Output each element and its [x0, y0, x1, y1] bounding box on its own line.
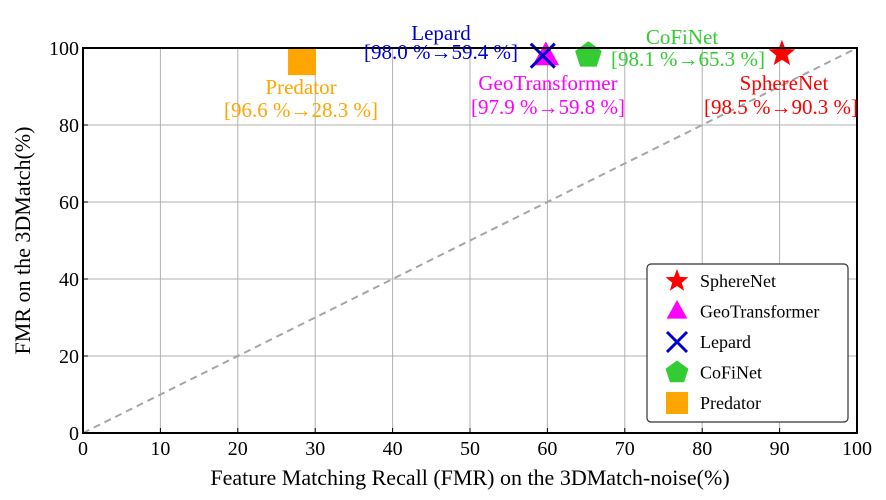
x-axis-label: Feature Matching Recall (FMR) on the 3DM… — [210, 465, 729, 490]
annotation-values-predator: [96.6 %→28.3 %] — [224, 98, 378, 122]
annotation-name-cofinet: CoFiNet — [646, 25, 719, 49]
x-tick-label: 10 — [150, 438, 170, 460]
y-tick-label: 100 — [49, 38, 79, 60]
y-tick-label: 20 — [59, 346, 79, 368]
legend-label-geotransformer: GeoTransformer — [700, 302, 819, 322]
legend-label-spherenet: SphereNet — [700, 271, 776, 291]
y-tick-label: 40 — [59, 269, 79, 291]
legend-label-cofinet: CoFiNet — [700, 363, 762, 383]
diagonal-reference-line — [82, 47, 858, 434]
x-tick-label: 30 — [305, 438, 325, 460]
legend-marker-cofinet — [665, 360, 689, 383]
x-tick-label: 60 — [537, 438, 557, 460]
x-tick-label: 40 — [383, 438, 403, 460]
annotations: SphereNet[98.5 %→90.3 %]GeoTransformer[9… — [224, 21, 858, 122]
legend-marker-predator — [666, 392, 688, 414]
annotation-values-lepard: [98.0 %→59.4 %] — [364, 40, 518, 64]
annotation-values-geotransformer: [97.9 %→59.8 %] — [471, 95, 625, 119]
x-tick-label: 90 — [770, 438, 790, 460]
legend: SphereNet GeoTransformer Lepard CoFiNet Pred… — [646, 263, 849, 423]
point-predator — [288, 47, 317, 76]
x-tick-label: 50 — [460, 438, 480, 460]
x-tick-label: 100 — [842, 438, 872, 460]
legend-marker-lepard — [665, 330, 689, 354]
legend-box — [646, 263, 849, 423]
x-tick-label: 0 — [78, 438, 88, 460]
annotation-values-cofinet: [98.1 %→65.3 %] — [611, 47, 765, 71]
axis-ticks: 0 10 20 30 40 50 60 70 80 90 100 0 20 40 60 80 100 — [49, 38, 872, 460]
x-tick-label: 20 — [228, 438, 248, 460]
legend-marker-spherenet — [665, 269, 689, 291]
y-tick-label: 0 — [69, 423, 79, 445]
x-tick-label: 70 — [615, 438, 635, 460]
annotation-name-spherenet: SphereNet — [740, 71, 829, 95]
y-tick-label: 60 — [59, 192, 79, 214]
annotation-values-spherenet: [98.5 %→90.3 %] — [704, 95, 858, 119]
point-spherenet — [768, 39, 796, 66]
annotation-name-predator: Predator — [265, 75, 336, 99]
legend-label-lepard: Lepard — [700, 332, 751, 352]
x-tick-label: 80 — [692, 438, 712, 460]
y-tick-label: 80 — [59, 115, 79, 137]
y-axis-label: FMR on the 3DMatch(%) — [10, 127, 35, 355]
annotation-name-lepard: Lepard — [411, 21, 471, 45]
point-cofinet — [575, 41, 602, 67]
annotation-name-geotransformer: GeoTransformer — [478, 71, 617, 95]
legend-marker-geotransformer — [666, 299, 688, 319]
legend-label-predator: Predator — [700, 393, 761, 413]
